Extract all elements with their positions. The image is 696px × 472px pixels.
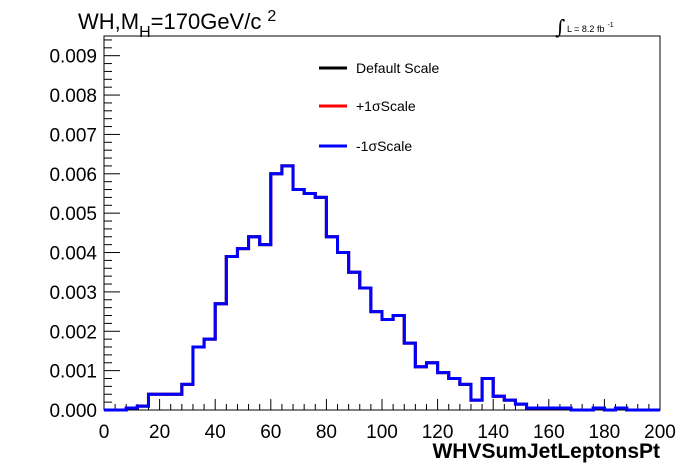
lumi-label: L = 8.2 fb -1 — [567, 22, 614, 34]
y-tick-label: 0.003 — [49, 283, 97, 304]
y-tick-label: 0.006 — [49, 165, 97, 186]
x-tick-label: 80 — [316, 422, 337, 443]
title-superscript: 2 — [267, 8, 276, 25]
y-tick-label: 0.009 — [49, 47, 97, 68]
x-tick-label: 120 — [422, 422, 454, 443]
x-tick-label: 140 — [477, 422, 509, 443]
legend-label-default: Default Scale — [356, 60, 439, 76]
series-minus-1sigma-scale — [104, 164, 660, 412]
x-tick-label: 40 — [205, 422, 226, 443]
title-main: WH,M — [78, 9, 139, 34]
x-tick-label: 0 — [99, 422, 110, 443]
x-axis-label: WHVSumJetLeptonsPt — [432, 440, 660, 463]
x-tick-label: 20 — [149, 422, 170, 443]
x-tick-label: 160 — [533, 422, 565, 443]
legend: Default Scale +1σScale -1σScale — [319, 60, 439, 154]
y-tick-label: 0.008 — [49, 86, 97, 107]
y-tick-label: 0.007 — [49, 125, 97, 146]
axes: 0 20 40 60 80 100 120 140 160 180 200 0.000 0.001 0.0… — [49, 39, 676, 443]
x-tick-label: 100 — [366, 422, 398, 443]
x-tick-label: 180 — [589, 422, 621, 443]
x-tick-label: 60 — [260, 422, 281, 443]
y-tick-label: 0.004 — [49, 244, 97, 265]
x-tick-label: 200 — [644, 422, 676, 443]
lumi-superscript: -1 — [607, 22, 613, 29]
y-tick-label: 0.001 — [49, 362, 97, 383]
title-rest: =170GeV/c — [151, 9, 262, 34]
chart-title: WH,MH=170GeV/c 2 — [78, 8, 276, 41]
y-tick-label: 0.005 — [49, 204, 97, 225]
legend-label-minus: -1σScale — [356, 138, 412, 154]
series-group — [104, 164, 660, 412]
lumi-integral-sign: ∫ — [555, 15, 565, 39]
y-tick-label: 0.002 — [49, 322, 97, 343]
title-subscript: H — [139, 24, 151, 41]
lumi-text: L = 8.2 fb — [567, 24, 604, 34]
y-tick-label: 0.000 — [49, 401, 97, 422]
legend-label-plus: +1σScale — [356, 98, 416, 114]
